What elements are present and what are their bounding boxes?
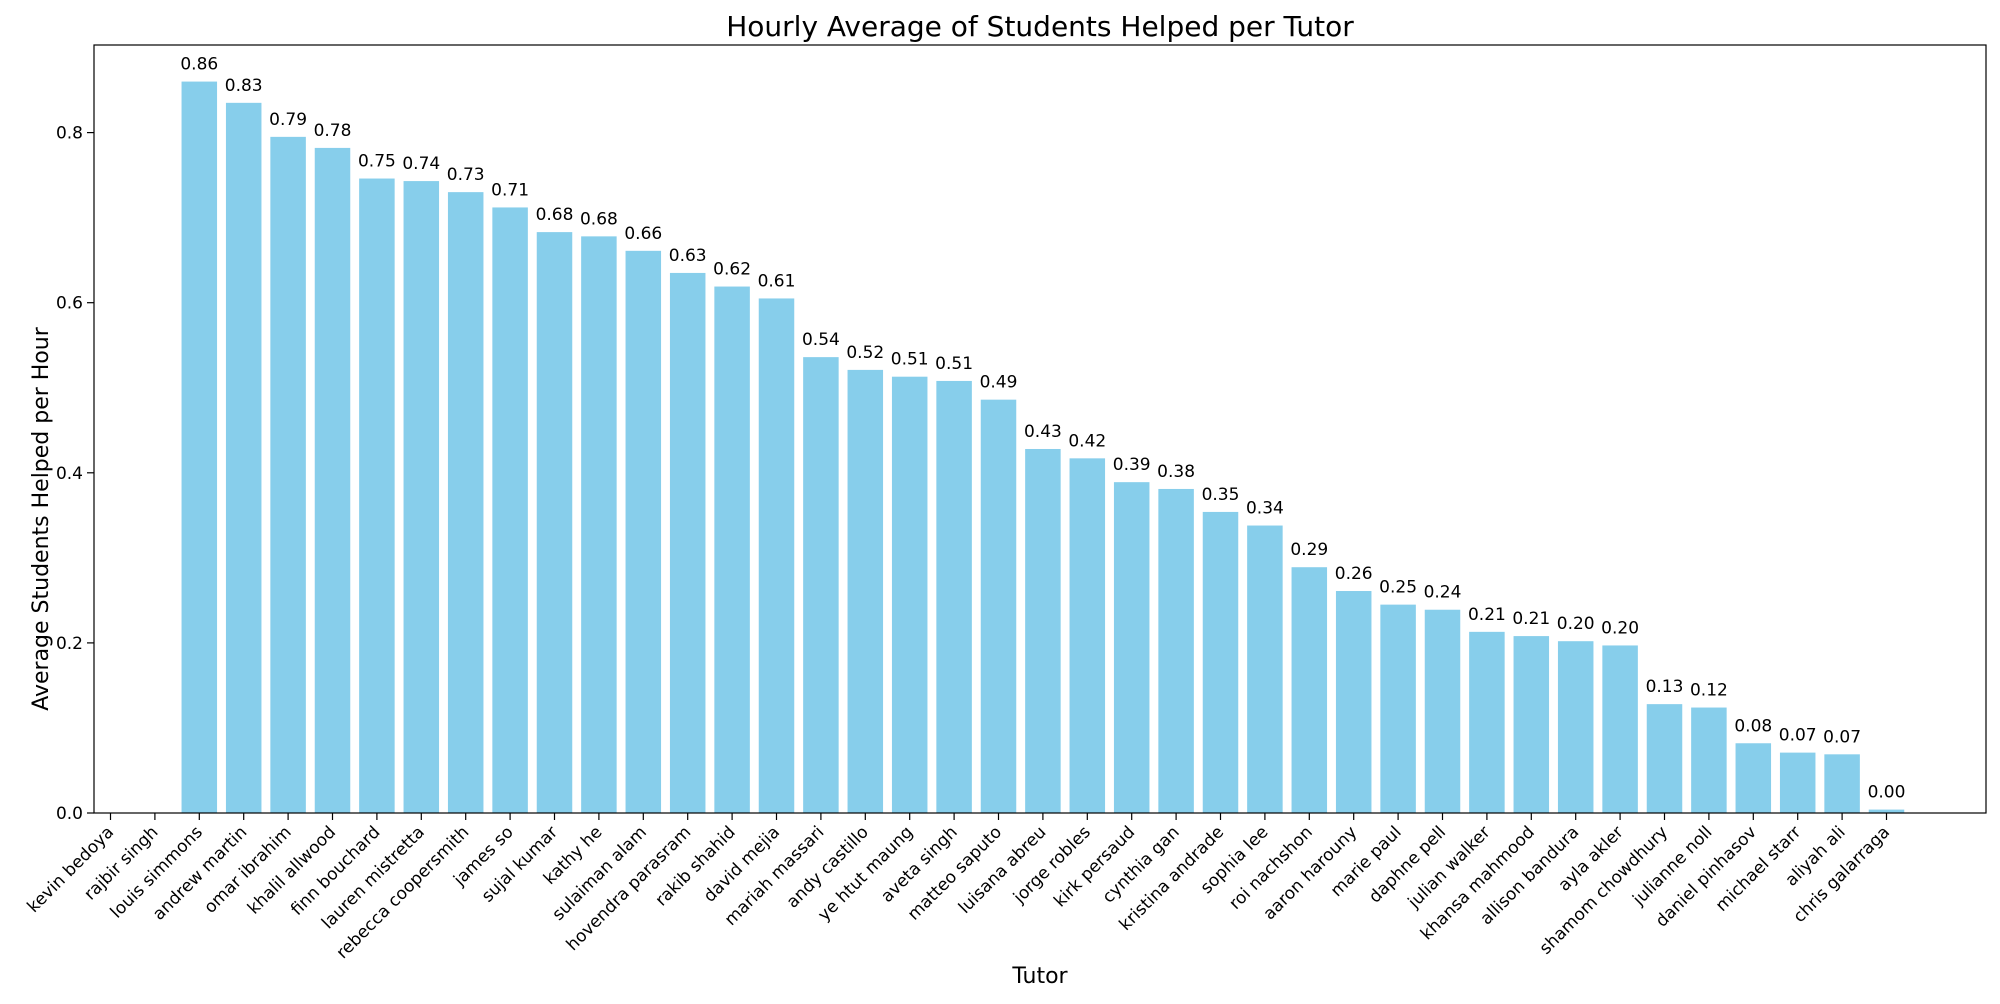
bar — [447, 192, 484, 813]
bar-value-label: 0.86 — [180, 55, 218, 75]
bar — [270, 136, 306, 813]
bar-value-label: 0.12 — [1690, 681, 1728, 701]
bar-value-label: 0.35 — [1202, 485, 1240, 505]
bar-value-label: 0.26 — [1335, 564, 1373, 584]
bar — [1557, 641, 1594, 813]
bar — [980, 399, 1017, 813]
bar-value-label: 0.21 — [1512, 609, 1550, 629]
bar — [1602, 645, 1638, 813]
bar-value-label: 0.34 — [1246, 499, 1284, 519]
bar — [669, 272, 706, 813]
bar — [181, 81, 218, 814]
bar — [314, 147, 351, 814]
bar — [1646, 704, 1683, 813]
bar-value-label: 0.83 — [225, 76, 263, 96]
bar-value-label: 0.74 — [402, 154, 440, 174]
bar — [847, 369, 884, 813]
bar-value-label: 0.29 — [1290, 540, 1328, 560]
bar-value-label: 0.68 — [536, 205, 574, 225]
bar-value-label: 0.43 — [1024, 422, 1062, 442]
bar-value-label: 0.24 — [1424, 583, 1462, 603]
bar — [1513, 636, 1550, 813]
chart-title: Hourly Average of Students Helped per Tu… — [726, 10, 1354, 43]
bar-value-label: 0.71 — [491, 180, 529, 200]
bar — [581, 236, 617, 813]
bar-value-label: 0.52 — [846, 343, 884, 363]
bar-value-label: 0.07 — [1779, 726, 1817, 746]
bar-value-label: 0.63 — [669, 246, 707, 266]
y-tick-label: 0.0 — [56, 804, 83, 824]
bar — [536, 232, 573, 814]
bar-value-label: 0.49 — [980, 373, 1018, 393]
y-axis-label: Average Students Helped per Hour — [29, 326, 54, 711]
bar-value-label: 0.42 — [1068, 431, 1106, 451]
bar-value-label: 0.62 — [713, 260, 751, 280]
bar — [1691, 707, 1727, 813]
bar-value-label: 0.39 — [1113, 455, 1151, 475]
bar — [891, 376, 928, 813]
bar — [625, 250, 662, 813]
bar — [492, 207, 528, 813]
bar-value-label: 0.20 — [1601, 618, 1639, 638]
bar-value-label: 0.61 — [758, 271, 796, 291]
bar-value-label: 0.51 — [935, 354, 973, 374]
bar — [1779, 752, 1816, 813]
bar-value-label: 0.51 — [891, 350, 929, 370]
y-tick-label: 0.6 — [56, 294, 83, 314]
bar-value-label: 0.38 — [1157, 462, 1195, 482]
y-tick-label: 0.4 — [56, 464, 83, 484]
bar — [225, 102, 262, 814]
bar — [1202, 511, 1239, 813]
bar-value-label: 0.78 — [314, 121, 352, 141]
bar — [714, 286, 750, 814]
bar — [1025, 448, 1061, 813]
bar-value-label: 0.21 — [1468, 605, 1506, 625]
y-tick-label: 0.2 — [56, 634, 83, 654]
bar — [1469, 631, 1505, 813]
plot-frame — [93, 44, 1987, 814]
bar — [1824, 754, 1860, 813]
bar — [758, 298, 795, 814]
bar — [1380, 604, 1416, 813]
bar — [403, 181, 440, 814]
bar — [1069, 458, 1106, 813]
bar-value-label: 0.79 — [269, 110, 307, 130]
bar — [1113, 482, 1150, 813]
bar-value-label: 0.54 — [802, 330, 840, 350]
bar — [1424, 609, 1461, 813]
bar — [1291, 567, 1328, 813]
bar-value-label: 0.20 — [1557, 614, 1595, 634]
bar-value-label: 0.07 — [1823, 727, 1861, 747]
y-tick-label: 0.8 — [56, 124, 83, 144]
bar-value-label: 0.66 — [624, 224, 662, 244]
bar — [1868, 809, 1905, 813]
bar-value-label: 0.00 — [1868, 783, 1906, 803]
x-axis-label: Tutor — [1011, 964, 1068, 989]
bar — [359, 178, 395, 813]
bar — [1335, 591, 1372, 813]
bar — [1735, 743, 1772, 813]
bar — [803, 357, 839, 813]
bar — [936, 380, 972, 813]
bar-value-label: 0.13 — [1646, 677, 1684, 697]
bar-value-label: 0.68 — [580, 209, 618, 229]
bar-value-label: 0.08 — [1734, 716, 1772, 736]
bar-value-label: 0.73 — [447, 165, 485, 185]
bar-value-label: 0.75 — [358, 152, 396, 172]
bar — [1158, 488, 1194, 813]
bar-value-label: 0.25 — [1379, 578, 1417, 598]
bar — [1247, 525, 1283, 813]
